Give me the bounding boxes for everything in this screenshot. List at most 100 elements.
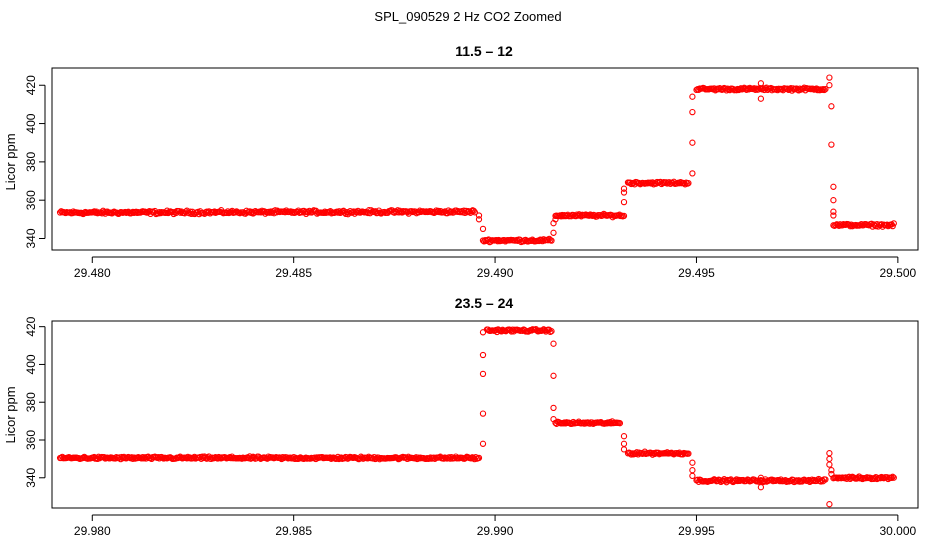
data-point — [548, 237, 555, 244]
data-point — [819, 85, 827, 93]
chart-title-1: 11.5 – 12 — [455, 43, 513, 59]
data-point — [471, 209, 479, 216]
data-point — [689, 139, 696, 146]
y-tick-label: 420 — [24, 316, 38, 336]
x-tick-label: 29.485 — [275, 266, 312, 280]
data-point — [479, 440, 487, 447]
plot-frame-2 — [51, 320, 919, 509]
data-point — [475, 454, 483, 462]
plot-frame-1 — [51, 67, 919, 251]
y-tick-label: 400 — [24, 354, 38, 374]
data-point — [830, 212, 837, 219]
chart-panel-2: 23.5 – 24 Licor ppm 29.980 29.985 29.990 29… — [3, 295, 919, 538]
data-point — [828, 470, 835, 478]
data-point — [479, 370, 487, 378]
data-point — [890, 220, 897, 227]
x-axis-2: 29.980 29.985 29.990 29.995 30.000 — [74, 514, 917, 538]
y-axis-label-2: Licor ppm — [3, 386, 18, 443]
data-point — [676, 180, 683, 187]
data-point — [447, 455, 454, 462]
data-point — [200, 454, 207, 462]
data-point — [826, 461, 833, 468]
data-point — [826, 450, 833, 457]
data-point — [138, 455, 145, 462]
data-point — [479, 351, 487, 359]
data-point — [883, 221, 891, 228]
data-point — [122, 208, 129, 216]
data-point — [689, 472, 696, 480]
data-point — [468, 207, 475, 215]
data-point — [620, 212, 628, 220]
data-point — [689, 93, 696, 100]
chart-title-2: 23.5 – 24 — [455, 295, 514, 311]
data-point — [830, 197, 837, 204]
data-point — [603, 420, 610, 427]
data-point — [616, 420, 624, 427]
figure-title: SPL_090529 2 Hz CO2 Zoomed — [374, 9, 561, 24]
data-point — [544, 237, 552, 244]
data-point — [757, 484, 765, 491]
data-point — [689, 467, 696, 474]
data-point — [365, 207, 373, 214]
data-point — [552, 216, 559, 223]
y-tick-label: 380 — [24, 392, 38, 412]
data-points-1 — [56, 74, 897, 246]
y-tick-label: 360 — [24, 190, 38, 210]
x-axis-1: 29.480 29.485 29.490 29.495 29.500 — [74, 256, 917, 280]
data-point — [822, 86, 829, 93]
data-point — [826, 455, 833, 463]
data-point — [266, 209, 273, 216]
y-tick-label: 400 — [24, 113, 38, 133]
x-tick-label: 29.480 — [74, 266, 111, 280]
y-axis-1: 340 360 380 400 420 — [24, 75, 46, 249]
data-point — [541, 327, 548, 334]
x-tick-label: 30.000 — [880, 524, 917, 538]
data-point — [757, 80, 765, 87]
data-point — [689, 108, 696, 116]
data-point — [470, 207, 477, 215]
x-tick-label: 29.990 — [477, 524, 514, 538]
y-axis-2: 340 360 380 400 420 — [24, 316, 46, 488]
data-point — [826, 82, 833, 89]
data-point — [826, 501, 833, 508]
y-tick-label: 360 — [24, 430, 38, 450]
data-point — [550, 372, 557, 379]
x-tick-label: 29.490 — [477, 266, 514, 280]
x-tick-label: 29.995 — [678, 524, 715, 538]
data-point — [620, 185, 628, 192]
data-points-2 — [56, 325, 897, 508]
data-point — [550, 416, 557, 423]
data-point — [475, 212, 483, 219]
data-point — [129, 455, 136, 462]
data-point — [888, 474, 895, 482]
data-point — [550, 229, 557, 236]
data-point — [305, 209, 312, 216]
data-point — [550, 340, 557, 347]
data-point — [620, 433, 628, 440]
data-point — [890, 474, 897, 481]
data-point — [548, 328, 555, 335]
x-tick-label: 29.500 — [880, 266, 917, 280]
data-point — [757, 474, 765, 481]
x-tick-label: 29.495 — [678, 266, 715, 280]
data-point — [830, 183, 837, 190]
data-point — [796, 85, 803, 92]
data-point — [685, 179, 692, 187]
data-point — [822, 476, 829, 483]
data-point — [647, 179, 654, 186]
y-tick-label: 340 — [24, 467, 38, 487]
data-point — [828, 467, 835, 474]
x-tick-label: 29.980 — [74, 524, 111, 538]
y-axis-label-1: Licor ppm — [3, 133, 18, 190]
y-tick-label: 420 — [24, 75, 38, 95]
data-point — [629, 450, 636, 457]
data-point — [783, 478, 790, 485]
data-point — [620, 446, 628, 453]
data-point — [279, 453, 286, 461]
data-point — [685, 450, 692, 457]
data-point — [830, 208, 837, 215]
data-point — [757, 95, 765, 102]
data-point — [479, 410, 487, 417]
data-point — [689, 459, 696, 466]
